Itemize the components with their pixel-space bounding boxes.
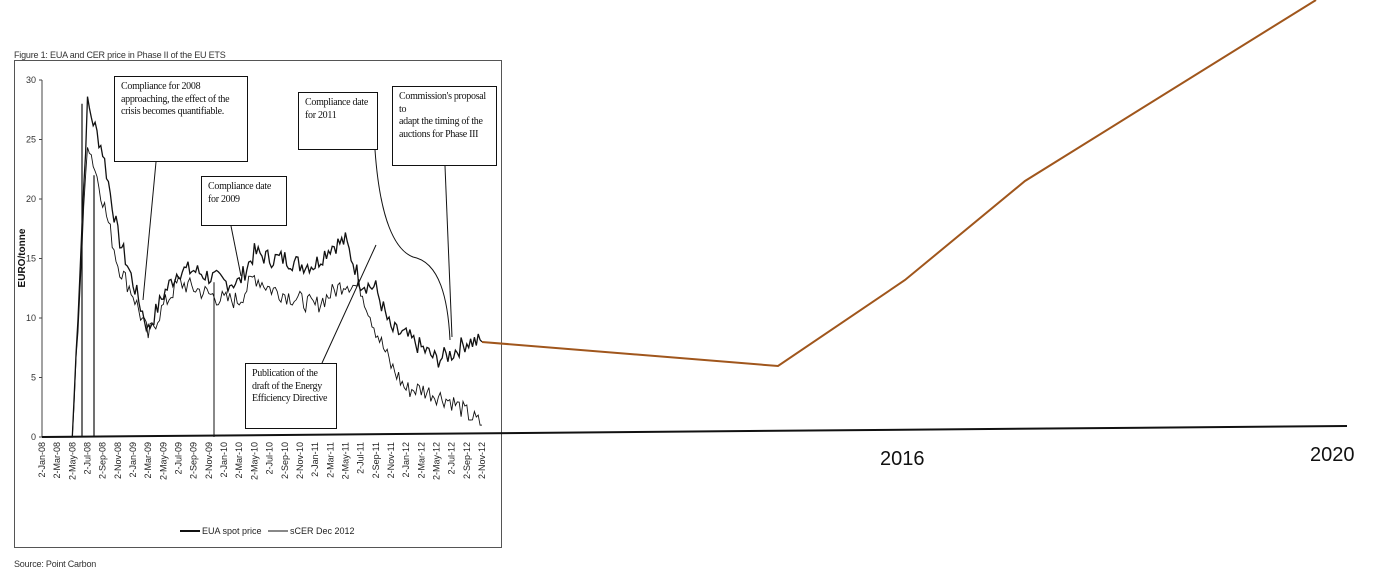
x-tick-label: 2-Mar-12: [416, 442, 426, 479]
x-tick-label: 2-Nov-09: [204, 442, 214, 479]
x-tick-label: 2-Jan-10: [219, 442, 229, 478]
x-tick-label: 2-Sep-09: [189, 442, 199, 479]
annotation-line: Efficiency Directive: [252, 393, 328, 404]
x-tick-label: 2-Mar-10: [234, 442, 244, 479]
legend: EUA spot price sCER Dec 2012: [180, 526, 355, 536]
y-tick-label: 15: [26, 254, 36, 264]
series-line-eua: [42, 96, 483, 438]
x-tick-label: 2-Jul-10: [265, 442, 275, 475]
y-tick-label: 30: [26, 75, 36, 85]
series-group: [41, 96, 1348, 438]
leader-line: [230, 225, 242, 277]
x-tick-label: 2-Jan-08: [37, 442, 47, 478]
x-tick-label: 2-Jul-11: [356, 442, 366, 474]
annotation-energy-efficiency: Publication of the draft of the Energy Eff…: [245, 363, 337, 429]
leader-line: [321, 244, 377, 364]
annotation-line: draft of the Energy: [252, 380, 322, 392]
x-tick-label: 2-May-08: [67, 442, 77, 480]
axes-group: 0 5 10 15 20 25 30 EURO/tonne 2-Jan-08 2-Mar-08 2-…: [17, 75, 487, 480]
x-tick-label: 2-Sep-10: [280, 442, 290, 479]
x-tick-label: 2-Nov-10: [295, 442, 305, 479]
legend-label-scer: sCER Dec 2012: [290, 526, 355, 536]
x-tick-label: 2-Mar-11: [325, 442, 335, 478]
annotation-line: Commission's proposal to: [399, 91, 486, 115]
annotation-line: auctions for Phase III: [399, 128, 479, 140]
annotation-line: approaching, the effect of the: [121, 93, 230, 105]
leader-line: [444, 165, 453, 338]
leader-line: [142, 161, 157, 301]
y-axis-label: EURO/tonne: [17, 228, 28, 287]
x-tick-label: 2-Nov-08: [113, 442, 123, 479]
x-tick-label: 2-Jan-09: [128, 442, 138, 478]
x-tick-label: 2-May-12: [431, 442, 441, 480]
annotation-compliance-2008: Compliance for 2008 approaching, the effe…: [114, 76, 248, 162]
annotation-line: for 2011: [305, 109, 337, 121]
x-tick-label: 2-Sep-08: [98, 442, 108, 479]
x-tick-label: 2-May-11: [340, 442, 350, 479]
x-tick-label: 2-Jul-09: [174, 442, 184, 475]
x-tick-label: 2-Sep-11: [371, 442, 381, 478]
annotation-commission-proposal: Commission's proposal to adapt the timing…: [392, 86, 497, 166]
annotation-line: Compliance for 2008: [121, 81, 201, 92]
series-line-scer: [42, 147, 483, 438]
y-tick-label: 10: [26, 313, 36, 323]
x-tick-label: 2-Nov-11: [386, 442, 396, 478]
x-tick-label: 2-Nov-12: [477, 442, 487, 479]
annotation-line: for 2009: [208, 193, 240, 205]
leader-line: [374, 149, 451, 341]
x-tick-label: 2-Jan-11: [310, 442, 320, 477]
year-tick-2020: 2020: [1310, 444, 1355, 466]
leader-lines: [142, 149, 453, 364]
annotation-line: Compliance date: [305, 97, 368, 108]
extension-line: [481, 0, 1317, 368]
source-note: Source: Point Carbon: [14, 559, 97, 569]
x-tick-label: 2-May-10: [249, 442, 259, 480]
x-tick-label: 2-Sep-12: [462, 442, 472, 479]
x-tick-label: 2-Jan-12: [401, 442, 411, 478]
annotation-line: Publication of the: [252, 368, 318, 379]
y-tick-label: 0: [31, 432, 36, 442]
annotation-line: crisis becomes quantifiable.: [121, 106, 224, 117]
x-tick-label: 2-May-09: [158, 442, 168, 480]
y-tick-label: 25: [26, 135, 36, 145]
annotation-line: Compliance date: [208, 181, 271, 192]
annotation-compliance-2011: Compliance date for 2011: [298, 92, 378, 150]
x-tick-label: 2-Jul-08: [83, 442, 93, 475]
x-tick-label: 2-Jul-12: [447, 442, 457, 475]
x-tick-label: 2-Mar-08: [52, 442, 62, 479]
y-tick-label: 20: [26, 194, 36, 204]
figure-title: Figure 1: EUA and CER price in Phase II …: [14, 50, 226, 60]
y-tick-label: 5: [31, 373, 36, 383]
chart-frame: [14, 60, 502, 548]
x-tick-label: 2-Mar-09: [143, 442, 153, 479]
year-tick-2016: 2016: [880, 448, 925, 470]
legend-label-eua: EUA spot price: [202, 526, 262, 536]
annotation-line: adapt the timing of the: [399, 116, 483, 127]
annotation-compliance-2009: Compliance date for 2009: [201, 176, 287, 226]
baseline-axis: [41, 425, 1348, 438]
extension-group: [481, 0, 1317, 368]
